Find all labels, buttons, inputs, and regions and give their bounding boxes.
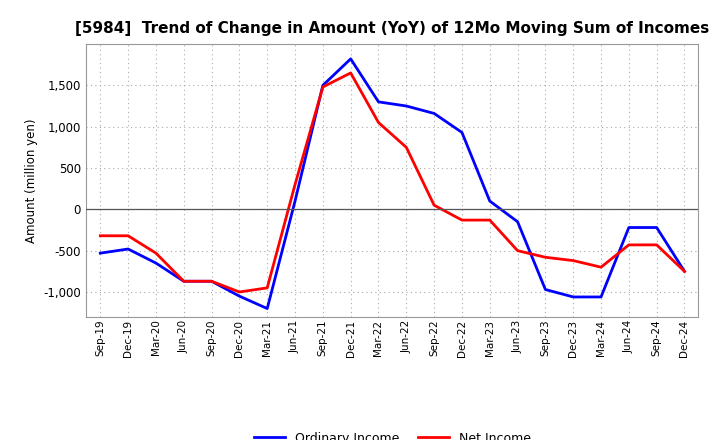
Ordinary Income: [680, 269, 689, 274]
Ordinary Income: [235, 293, 243, 299]
Net Income: [152, 250, 161, 256]
Net Income: [96, 233, 104, 238]
Net Income: [402, 145, 410, 150]
Ordinary Income: [346, 56, 355, 62]
Net Income: [179, 279, 188, 284]
Net Income: [346, 70, 355, 76]
Y-axis label: Amount (million yen): Amount (million yen): [24, 118, 37, 242]
Ordinary Income: [124, 246, 132, 252]
Ordinary Income: [541, 287, 550, 292]
Ordinary Income: [374, 99, 383, 105]
Net Income: [652, 242, 661, 248]
Title: [5984]  Trend of Change in Amount (YoY) of 12Mo Moving Sum of Incomes: [5984] Trend of Change in Amount (YoY) o…: [76, 21, 709, 36]
Net Income: [513, 248, 522, 253]
Ordinary Income: [152, 260, 161, 266]
Net Income: [263, 285, 271, 290]
Net Income: [458, 217, 467, 223]
Net Income: [318, 84, 327, 90]
Ordinary Income: [458, 130, 467, 135]
Net Income: [485, 217, 494, 223]
Ordinary Income: [597, 294, 606, 300]
Ordinary Income: [318, 83, 327, 88]
Line: Net Income: Net Income: [100, 73, 685, 292]
Net Income: [374, 120, 383, 125]
Net Income: [624, 242, 633, 248]
Net Income: [207, 279, 216, 284]
Net Income: [235, 290, 243, 295]
Ordinary Income: [179, 279, 188, 284]
Ordinary Income: [569, 294, 577, 300]
Net Income: [291, 182, 300, 187]
Ordinary Income: [402, 103, 410, 109]
Ordinary Income: [624, 225, 633, 230]
Ordinary Income: [513, 219, 522, 224]
Legend: Ordinary Income, Net Income: Ordinary Income, Net Income: [248, 427, 536, 440]
Net Income: [541, 255, 550, 260]
Ordinary Income: [291, 198, 300, 204]
Net Income: [680, 269, 689, 274]
Net Income: [430, 202, 438, 208]
Ordinary Income: [652, 225, 661, 230]
Ordinary Income: [96, 250, 104, 256]
Line: Ordinary Income: Ordinary Income: [100, 59, 685, 308]
Net Income: [569, 258, 577, 263]
Net Income: [597, 264, 606, 270]
Ordinary Income: [430, 111, 438, 116]
Ordinary Income: [485, 198, 494, 204]
Ordinary Income: [207, 279, 216, 284]
Net Income: [124, 233, 132, 238]
Ordinary Income: [263, 306, 271, 311]
